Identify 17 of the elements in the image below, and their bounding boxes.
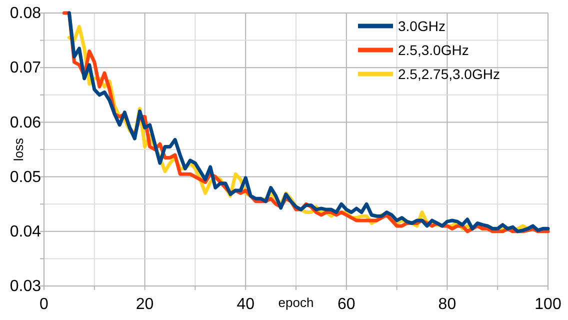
y-tick-label: 0.03 bbox=[10, 278, 42, 296]
legend-label: 2.5,2.75,3.0GHz bbox=[398, 66, 500, 82]
x-axis-title: epoch bbox=[278, 295, 314, 310]
x-tick-label: 20 bbox=[136, 296, 154, 313]
x-tick-label: 80 bbox=[438, 296, 456, 313]
y-tick-label: 0.05 bbox=[10, 168, 42, 186]
y-tick-label: 0.06 bbox=[10, 114, 42, 132]
y-tick-label: 0.07 bbox=[10, 60, 42, 77]
y-axis-title: loss bbox=[11, 137, 26, 162]
x-tick-label: 60 bbox=[338, 296, 356, 313]
x-tick-label: 100 bbox=[534, 296, 562, 313]
y-tick-label: 0.04 bbox=[10, 224, 42, 241]
x-tick-label: 0 bbox=[40, 296, 49, 313]
legend-label: 2.5,3.0GHz bbox=[398, 42, 469, 58]
x-tick-label: 40 bbox=[236, 296, 255, 313]
legend-label: 3.0GHz bbox=[398, 18, 446, 34]
y-tick-label: 0.08 bbox=[10, 5, 42, 22]
